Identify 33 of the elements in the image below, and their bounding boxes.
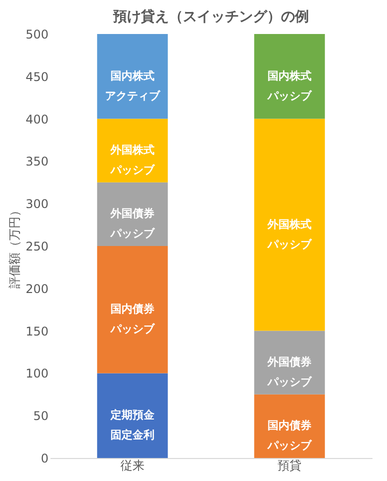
bar (254, 34, 325, 119)
bar (97, 246, 168, 374)
text: 外国債券パッシブ (110, 207, 154, 240)
y-tick-label: 50 (33, 409, 48, 424)
bar (97, 373, 168, 458)
x-tick-label: 預貸 (278, 458, 302, 472)
series-label: 外国株式パッシブ (109, 144, 156, 177)
bar (254, 330, 325, 394)
y-tick-label: 400 (26, 112, 48, 126)
y-tick-label: 0 (40, 452, 48, 466)
text: 外国株式パッシブ (268, 218, 312, 251)
x-tick-label: 従来 (120, 458, 144, 472)
y-axis-title: 評価額（万円） (8, 204, 22, 288)
series-label: 国内債券パッシブ (266, 419, 313, 452)
y-tick-label: 350 (26, 154, 48, 169)
series-label: 定期預金固定金利 (109, 408, 156, 442)
bar (97, 118, 168, 182)
text: 国内債券パッシブ (110, 302, 154, 336)
y-tick-label: 450 (26, 70, 48, 84)
series-label: 国内株式アクティブ (104, 69, 161, 102)
y-tick-label: 250 (26, 240, 48, 254)
bar (254, 394, 325, 458)
y-tick-label: 150 (26, 324, 48, 338)
chart-title: 預け貸え（スイッチング）の例 (112, 8, 309, 25)
bar (97, 34, 168, 119)
y-tick-label: 500 (26, 28, 48, 42)
y-tick-label: 200 (26, 282, 48, 296)
bar (254, 118, 325, 331)
bar (97, 182, 168, 246)
series-label: 外国債券パッシブ (266, 356, 313, 389)
y-tick-label: 300 (26, 197, 48, 212)
series-label: 国内株式パッシブ (266, 69, 313, 102)
y-tick-label: 100 (26, 366, 48, 381)
